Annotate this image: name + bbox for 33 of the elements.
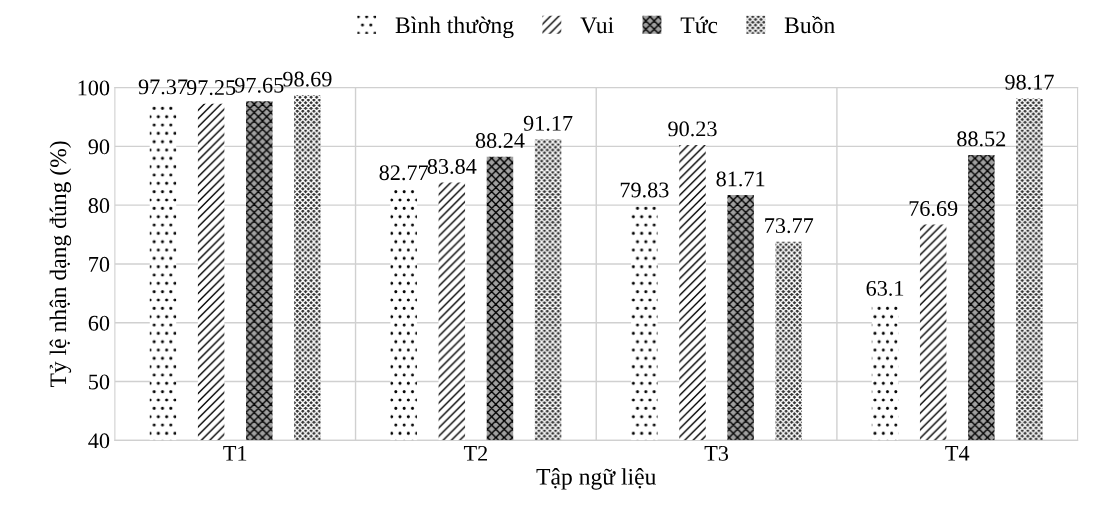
legend-label: Buồn (784, 15, 835, 34)
data-label: 88.24 (475, 133, 525, 149)
data-label: 97.25 (186, 80, 236, 96)
x-tick-label: T3 (704, 445, 729, 461)
data-label: 97.37 (138, 79, 188, 95)
y-tick-label: 80 (88, 198, 110, 214)
y-tick-label: 70 (89, 256, 110, 272)
data-label: 76.69 (909, 200, 958, 217)
data-label: 63.1 (866, 280, 904, 296)
x-axis-title: Tập ngữ liệu (536, 468, 656, 490)
x-tick-label: T2 (463, 445, 488, 461)
data-label: 98.17 (1005, 74, 1054, 90)
y-tick-label: 60 (88, 315, 110, 331)
legend-label: Vui (580, 17, 614, 34)
y-tick-label: 50 (89, 374, 110, 390)
data-label: 83.84 (427, 158, 477, 174)
data-label: 79.83 (620, 182, 669, 198)
data-label: 73.77 (765, 218, 814, 234)
y-tick-label: 90 (88, 139, 110, 155)
y-axis-title: Tỷ lệ nhận dạng đúng (%) (49, 141, 72, 388)
legend-label: Bình thường (395, 16, 514, 39)
data-label: 81.71 (716, 171, 765, 187)
legend-label: Tức (680, 16, 718, 34)
data-label: 82.77 (379, 165, 429, 181)
y-tick-label: 40 (88, 433, 110, 449)
data-label: 91.17 (523, 115, 573, 131)
data-label: 97.65 (234, 77, 284, 93)
data-label: 90.23 (668, 121, 717, 137)
data-label: 98.69 (283, 71, 332, 87)
data-label: 88.52 (957, 131, 1006, 147)
x-tick-label: T4 (945, 445, 970, 461)
y-tick-label: 100 (78, 80, 110, 96)
x-tick-label: T1 (223, 445, 247, 461)
